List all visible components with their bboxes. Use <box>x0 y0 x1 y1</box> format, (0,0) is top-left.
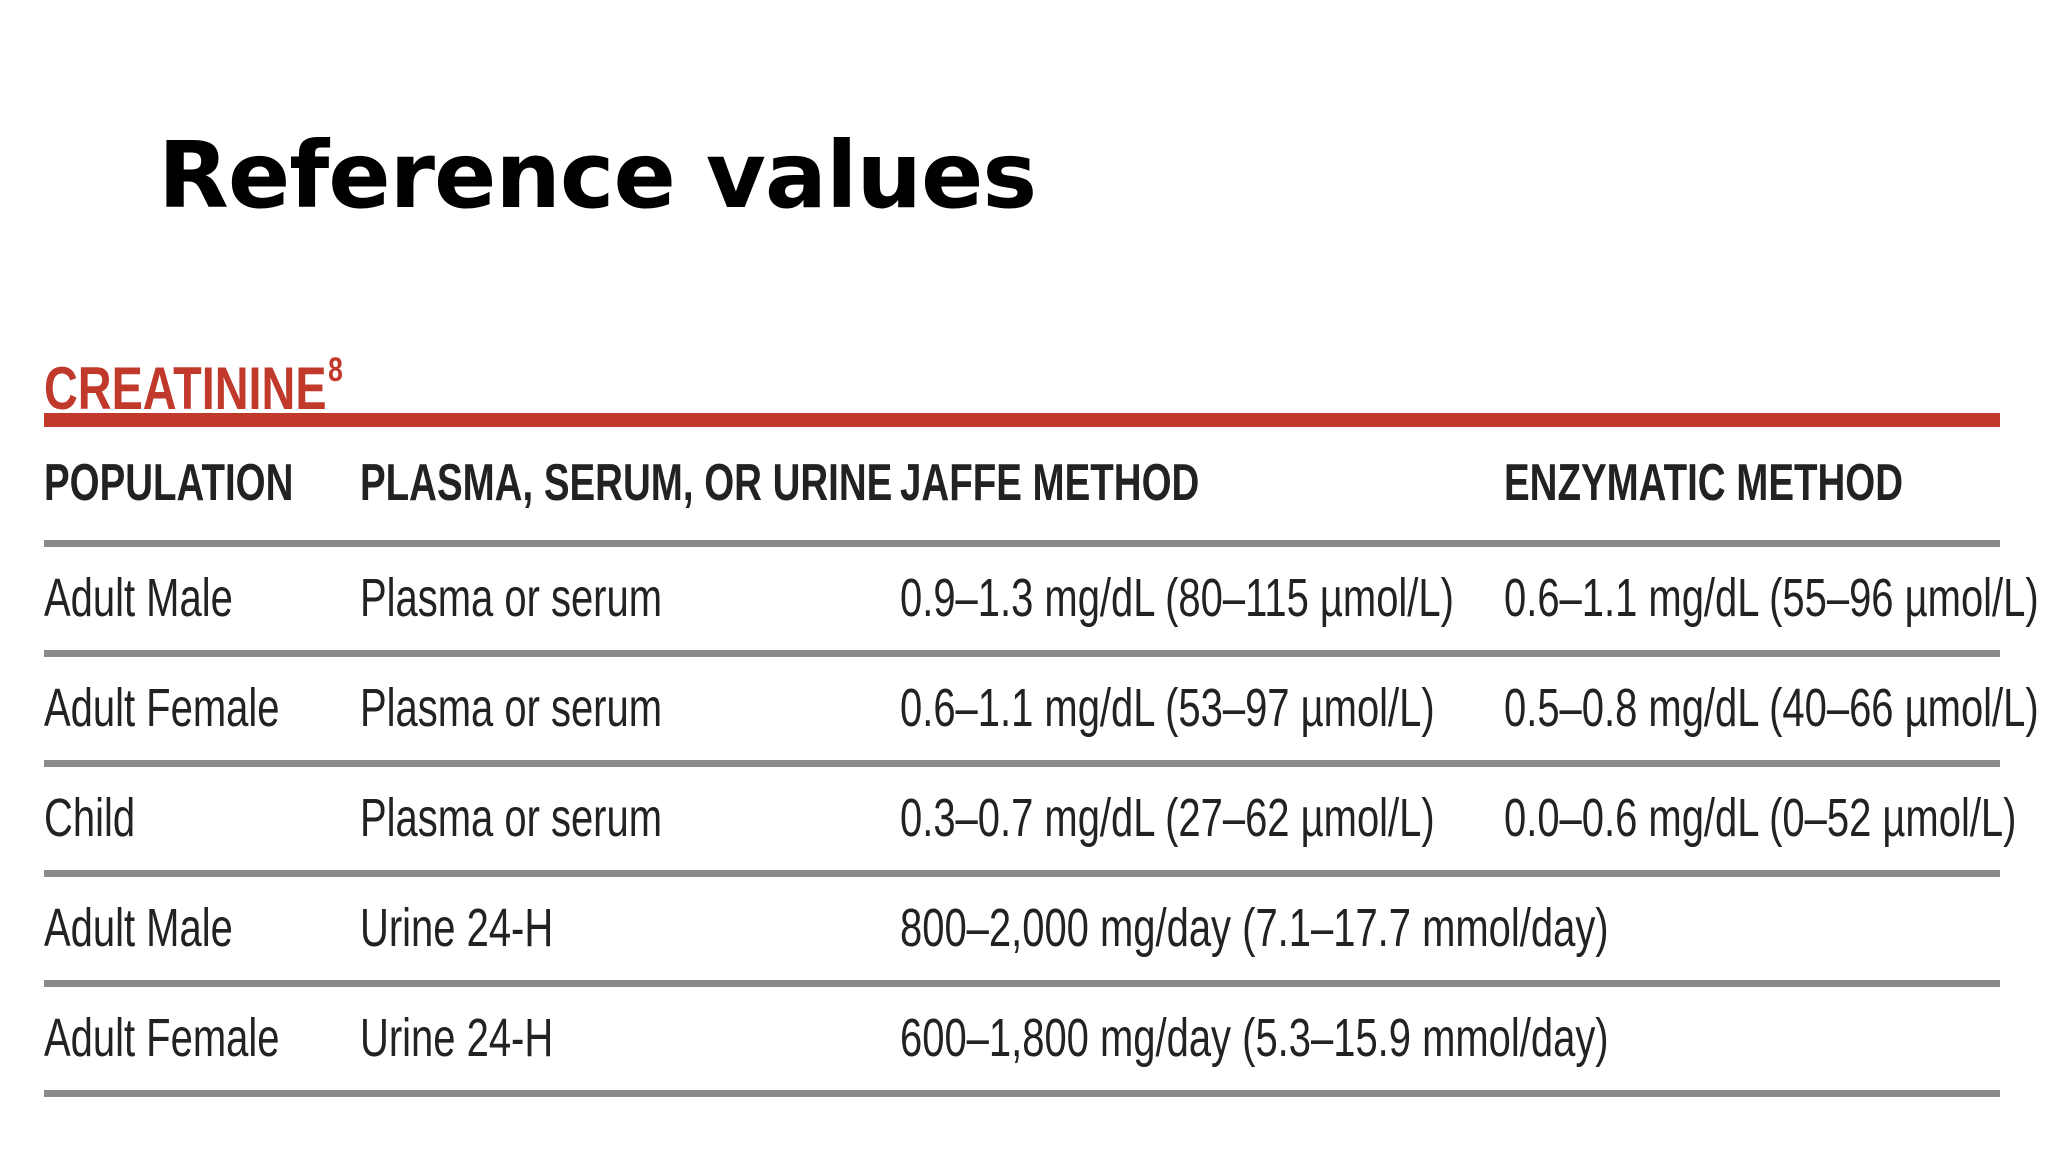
specimen-cell: Plasma or serum <box>360 763 900 877</box>
specimen-cell: Plasma or serum <box>360 543 900 657</box>
population-cell: Adult Male <box>44 873 360 987</box>
population-cell: Adult Male <box>44 543 360 657</box>
enzymatic-cell: 0.6–1.1 mg/dL (55–96 µmol/L) <box>1504 543 2039 657</box>
column-header-enzymatic: ENZYMATIC METHOD <box>1504 427 2000 547</box>
section-heading-text: CREATININE <box>44 355 327 422</box>
section-heading: CREATININE8 <box>44 330 343 429</box>
urine-range-cell: 800–2,000 mg/day (7.1–17.7 mmol/day) <box>900 873 2000 987</box>
table-header-row: POPULATION PLASMA, SERUM, OR URINE JAFFE… <box>44 427 2000 547</box>
column-header-specimen: PLASMA, SERUM, OR URINE <box>360 427 900 547</box>
population-cell: Adult Female <box>44 653 360 767</box>
enzymatic-cell: 0.0–0.6 mg/dL (0–52 µmol/L) <box>1504 763 2016 877</box>
jaffe-cell: 0.3–0.7 mg/dL (27–62 µmol/L) <box>900 763 1504 877</box>
specimen-cell: Urine 24-H <box>360 873 900 987</box>
table-row: Adult Male Plasma or serum 0.9–1.3 mg/dL… <box>44 543 2039 657</box>
section-divider <box>44 413 2000 427</box>
table-row: Adult Male Urine 24-H 800–2,000 mg/day (… <box>44 873 2000 987</box>
specimen-cell: Urine 24-H <box>360 983 900 1097</box>
urine-range-cell: 600–1,800 mg/day (5.3–15.9 mmol/day) <box>900 983 2000 1097</box>
footnote-marker: 8 <box>328 351 343 389</box>
column-header-jaffe: JAFFE METHOD <box>900 427 1504 547</box>
column-header-population: POPULATION <box>44 427 360 547</box>
table-row: Child Plasma or serum 0.3–0.7 mg/dL (27–… <box>44 763 2016 877</box>
population-cell: Adult Female <box>44 983 360 1097</box>
population-cell: Child <box>44 763 360 877</box>
reference-table: POPULATION PLASMA, SERUM, OR URINE JAFFE… <box>44 427 2039 1097</box>
jaffe-cell: 0.6–1.1 mg/dL (53–97 µmol/L) <box>900 653 1504 767</box>
jaffe-cell: 0.9–1.3 mg/dL (80–115 µmol/L) <box>900 543 1504 657</box>
table-row: Adult Female Plasma or serum 0.6–1.1 mg/… <box>44 653 2039 767</box>
specimen-cell: Plasma or serum <box>360 653 900 767</box>
slide-title: Reference values <box>158 122 1037 229</box>
enzymatic-cell: 0.5–0.8 mg/dL (40–66 µmol/L) <box>1504 653 2039 767</box>
table-row: Adult Female Urine 24-H 600–1,800 mg/day… <box>44 983 2000 1097</box>
